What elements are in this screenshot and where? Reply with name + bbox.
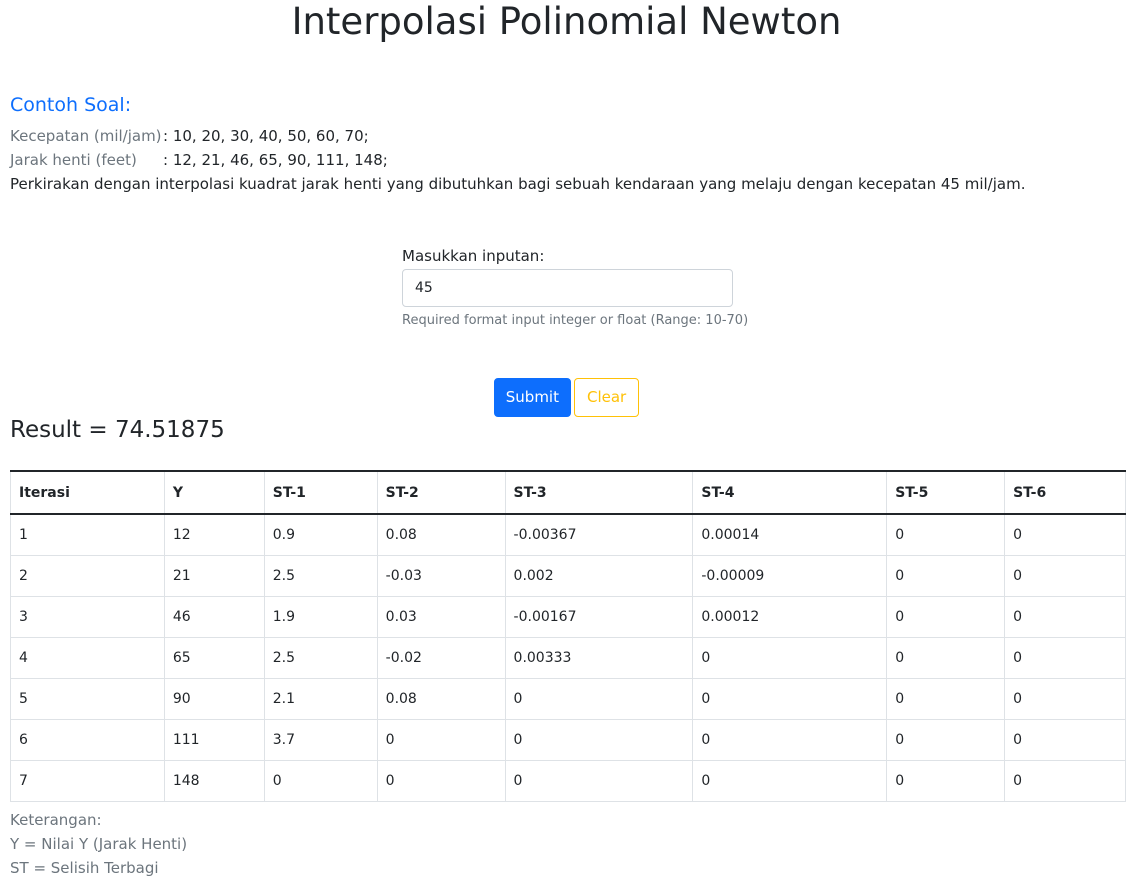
table-cell: 0 [886,637,1006,679]
legend-y-note: Y = Nilai Y (Jarak Henti) [10,835,188,853]
table-cell: 0 [1004,719,1126,761]
distance-line: Jarak henti (feet) : 12, 21, 46, 65, 90, … [10,148,388,172]
table-cell: -0.00367 [504,513,694,556]
table-cell: 0 [886,596,1006,638]
table-cell: 0.03 [376,596,506,638]
table-header-row: Iterasi Y ST-1 ST-2 ST-3 ST-4 ST-5 ST-6 [10,470,1126,515]
table-cell: 0.9 [263,513,378,556]
header-iterasi: Iterasi [10,470,165,515]
submit-button[interactable]: Submit [493,378,571,417]
table-cell: 0 [504,760,694,802]
table-cell: 90 [163,678,265,720]
table-row: 4 65 2.5 -0.02 0.00333 0 0 0 [10,637,1126,679]
table-cell: 1.9 [263,596,378,638]
table-cell: 0 [376,719,506,761]
example-heading: Contoh Soal: [10,94,132,116]
table-cell: -0.00009 [692,555,888,597]
table-cell: 0.00012 [692,596,888,638]
table-cell: 0 [886,678,1006,720]
table-cell: 0 [376,760,506,802]
legend-st-note: ST = Selisih Terbagi [10,859,159,877]
table-cell: 2.1 [263,678,378,720]
table-cell: 46 [163,596,265,638]
table-cell: 111 [163,719,265,761]
divided-difference-table: Iterasi Y ST-1 ST-2 ST-3 ST-4 ST-5 ST-6 … [10,470,1126,802]
table-cell: 0 [1004,596,1126,638]
table-cell: -0.00167 [504,596,694,638]
table-cell: 0 [692,719,888,761]
legend-heading: Keterangan: [10,811,102,829]
table-cell: 21 [163,555,265,597]
page-title: Interpolasi Polinomial Newton [291,0,842,43]
table-cell: 0 [263,760,378,802]
speed-line: Kecepatan (mil/jam): 10, 20, 30, 40, 50,… [10,124,369,148]
table-row: 5 90 2.1 0.08 0 0 0 0 [10,678,1126,720]
table-cell: 0 [692,678,888,720]
table-cell: -0.03 [376,555,506,597]
speed-label: Kecepatan (mil/jam) [10,127,162,145]
table-cell: 65 [163,637,265,679]
header-y: Y [163,470,265,515]
result-text: Result = 74.51875 [10,417,225,443]
table-cell: 0 [504,678,694,720]
table-cell: 5 [10,678,165,720]
table-cell: -0.02 [376,637,506,679]
table-cell: 3 [10,596,165,638]
header-st3: ST-3 [504,470,694,515]
table-cell: 1 [10,513,165,556]
header-st5: ST-5 [886,470,1006,515]
table-cell: 6 [10,719,165,761]
table-cell: 0.08 [376,678,506,720]
speed-values: : 10, 20, 30, 40, 50, 60, 70; [163,127,369,145]
table-row: 2 21 2.5 -0.03 0.002 -0.00009 0 0 [10,555,1126,597]
table-cell: 0 [886,513,1006,556]
table-row: 7 148 0 0 0 0 0 0 [10,760,1126,802]
table-cell: 0 [1004,637,1126,679]
distance-label: Jarak henti (feet) [10,151,137,169]
table-cell: 0 [886,719,1006,761]
table-cell: 12 [163,513,265,556]
speed-input[interactable] [402,269,733,307]
input-label: Masukkan inputan: [402,247,545,265]
header-st1: ST-1 [263,470,378,515]
table-cell: 2.5 [263,637,378,679]
header-st4: ST-4 [692,470,888,515]
table-cell: 0 [886,760,1006,802]
table-cell: 0 [692,637,888,679]
table-cell: 0.002 [504,555,694,597]
clear-button[interactable]: Clear [573,378,640,417]
table-cell: 0 [692,760,888,802]
table-cell: 0 [1004,678,1126,720]
table-cell: 0.00014 [692,513,888,556]
table-cell: 7 [10,760,165,802]
legend: Keterangan: Y = Nilai Y (Jarak Henti) ST… [10,808,187,880]
table-cell: 2.5 [263,555,378,597]
table-cell: 0 [504,719,694,761]
table-cell: 0 [886,555,1006,597]
header-st6: ST-6 [1004,470,1126,515]
table-row: 6 111 3.7 0 0 0 0 0 [10,719,1126,761]
form-actions: Submit Clear [0,378,1133,417]
table-cell: 0 [1004,760,1126,802]
table-cell: 2 [10,555,165,597]
table-cell: 0 [1004,513,1126,556]
input-form: Masukkan inputan: Required format input … [402,244,749,331]
table-row: 3 46 1.9 0.03 -0.00167 0.00012 0 0 [10,596,1126,638]
question-text: Perkirakan dengan interpolasi kuadrat ja… [10,175,1026,193]
table-cell: 148 [163,760,265,802]
distance-values: : 12, 21, 46, 65, 90, 111, 148; [163,151,388,169]
header-st2: ST-2 [376,470,506,515]
table-cell: 3.7 [263,719,378,761]
table-row: 1 12 0.9 0.08 -0.00367 0.00014 0 0 [10,513,1126,556]
table-cell: 0 [1004,555,1126,597]
table-cell: 0.08 [376,513,506,556]
input-help-text: Required format input integer or float (… [402,313,749,328]
table-cell: 4 [10,637,165,679]
table-cell: 0.00333 [504,637,694,679]
